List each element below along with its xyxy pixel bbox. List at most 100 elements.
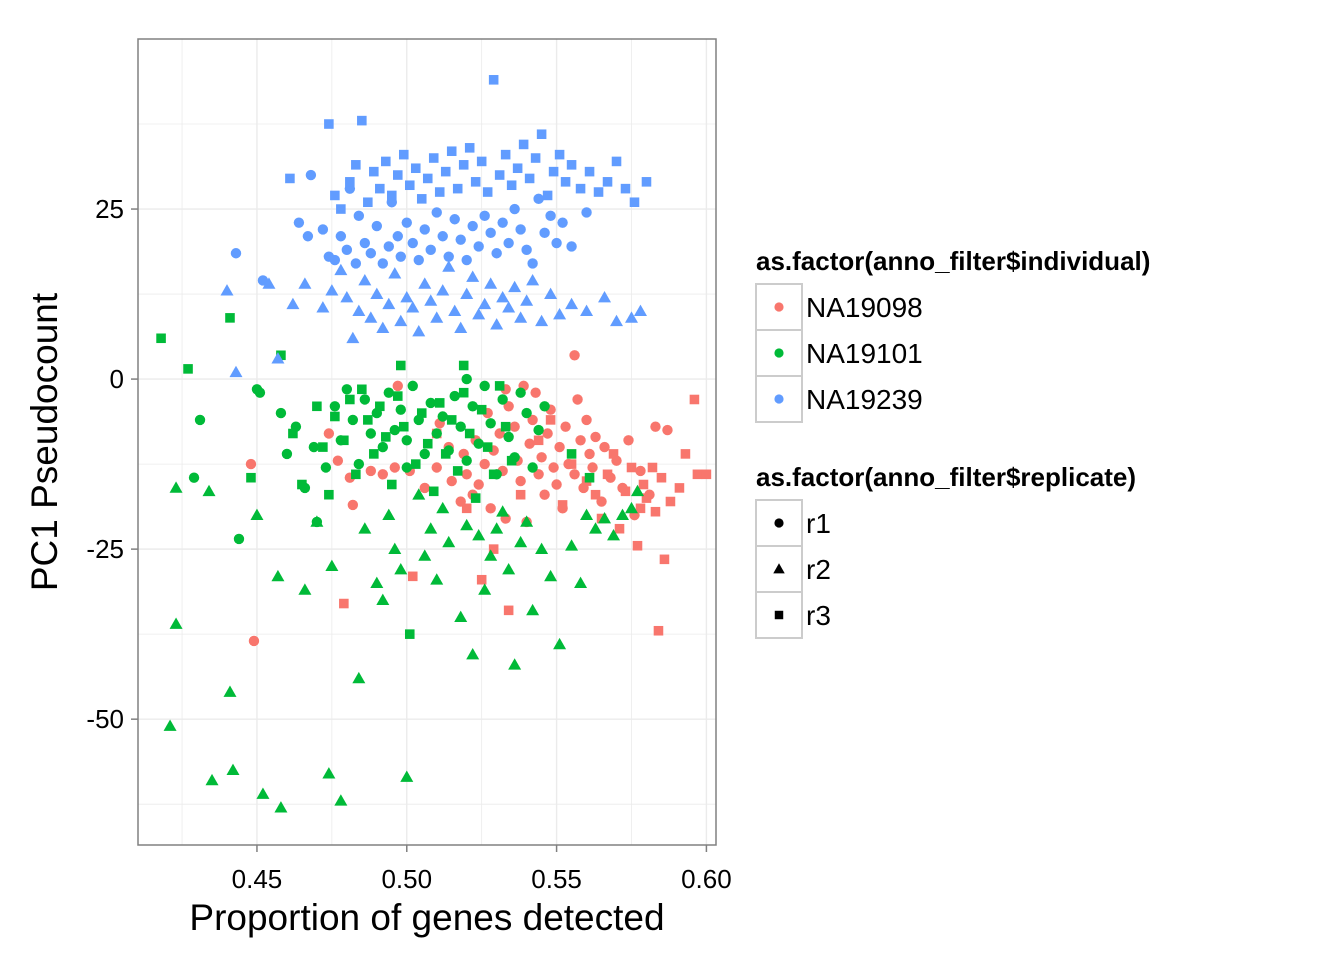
data-point-na19101-r2: [223, 685, 237, 697]
data-point-na19098-r3: [339, 598, 349, 609]
data-point-na19101-r1: [188, 472, 200, 483]
data-point-na19098-r1: [590, 431, 601, 443]
data-point-na19101-r3: [345, 394, 355, 405]
data-point-na19101-r1: [383, 387, 394, 398]
data-point-na19101-r3: [440, 449, 451, 459]
legend-key-circle: [774, 394, 784, 404]
data-point-na19101-r3: [288, 428, 298, 439]
data-point-na19239-r3: [351, 160, 361, 170]
data-point-na19098-r1: [635, 465, 646, 477]
data-point-na19101-r2: [169, 617, 183, 629]
data-point-na19239-r2: [502, 301, 516, 313]
data-point-na19239-r3: [345, 177, 355, 187]
data-point-na19239-r1: [479, 210, 490, 222]
data-point-na19101-r1: [467, 401, 478, 412]
data-point-na19239-r3: [476, 156, 487, 167]
data-point-na19239-r3: [536, 129, 547, 140]
data-points: [156, 75, 712, 813]
data-point-na19101-r1: [473, 438, 484, 449]
data-point-na19098-r3: [674, 483, 685, 493]
data-point-na19239-r1: [503, 237, 514, 249]
data-point-na19101-r3: [506, 455, 517, 466]
data-point-na19098-r1: [539, 489, 550, 500]
data-point-na19239-r1: [581, 207, 592, 218]
data-point-na19239-r1: [461, 254, 472, 266]
data-point-na19239-r1: [533, 193, 544, 205]
data-point-na19101-r3: [458, 387, 469, 398]
data-point-na19101-r3: [404, 629, 415, 639]
data-point-na19098-r1: [569, 469, 580, 480]
data-point-na19239-r3: [381, 156, 391, 167]
data-point-na19101-r2: [271, 569, 285, 582]
data-point-na19098-r1: [461, 469, 472, 480]
data-point-na19098-r3: [635, 503, 646, 514]
data-point-na19239-r1: [413, 254, 424, 266]
data-point-na19239-r2: [496, 290, 510, 303]
data-point-na19101-r2: [424, 522, 438, 534]
data-point-na19101-r1: [419, 448, 430, 460]
data-point-na19239-r2: [448, 304, 462, 316]
data-point-na19098-r1: [509, 421, 520, 432]
data-point-na19239-r3: [387, 190, 397, 201]
data-point-na19239-r1: [431, 207, 442, 218]
data-point-na19098-r1: [650, 421, 661, 432]
y-tick-label: 0: [110, 364, 124, 394]
data-point-na19101-r1: [281, 448, 293, 460]
legend-key-circle: [774, 348, 784, 358]
x-tick-label: 0.55: [531, 864, 582, 894]
data-point-na19239-r1: [371, 220, 383, 232]
data-point-na19239-r1: [353, 210, 365, 222]
data-point-na19101-r2: [274, 801, 288, 813]
data-point-na19239-r1: [449, 214, 460, 225]
data-point-na19239-r2: [325, 284, 339, 296]
data-point-na19101-r3: [416, 408, 427, 418]
data-point-na19101-r1: [365, 428, 377, 439]
data-point-na19098-r1: [542, 428, 553, 439]
data-point-na19098-r1: [377, 469, 389, 480]
data-point-na19239-r1: [341, 244, 353, 256]
data-point-na19239-r2: [406, 301, 420, 313]
data-point-na19239-r3: [611, 156, 622, 167]
y-tick-label: -50: [86, 704, 124, 734]
data-point-na19101-r3: [312, 401, 322, 412]
data-point-na19239-r3: [422, 173, 433, 184]
data-point-na19101-r1: [254, 387, 266, 398]
data-point-na19101-r2: [202, 484, 216, 497]
legend-key-square: [774, 610, 784, 620]
data-point-na19101-r2: [250, 508, 264, 520]
data-point-na19098-r3: [665, 496, 676, 507]
data-point-na19098-r3: [641, 493, 652, 503]
data-point-na19098-r3: [692, 469, 703, 480]
data-point-na19239-r2: [535, 314, 549, 327]
data-point-na19239-r3: [506, 180, 517, 191]
data-point-na19239-r2: [490, 318, 504, 330]
data-point-na19098-r1: [524, 438, 535, 449]
data-point-na19098-r3: [647, 462, 658, 473]
data-point-na19101-r2: [520, 515, 534, 527]
data-point-na19239-r2: [418, 277, 432, 289]
data-point-na19098-r3: [533, 435, 544, 446]
data-point-na19098-r1: [581, 414, 592, 426]
data-point-na19101-r1: [449, 390, 460, 402]
data-point-na19239-r3: [629, 197, 640, 208]
data-point-na19101-r2: [358, 522, 372, 534]
data-point-na19239-r2: [454, 321, 468, 333]
data-point-na19098-r3: [632, 540, 643, 551]
data-point-na19239-r1: [317, 224, 329, 235]
data-point-na19098-r1: [536, 452, 547, 463]
data-point-na19101-r1: [455, 421, 466, 432]
data-point-na19101-r1: [485, 418, 496, 429]
data-point-na19239-r3: [548, 166, 559, 177]
data-point-na19239-r1: [539, 227, 550, 239]
data-point-na19101-r1: [533, 424, 544, 436]
data-point-na19098-r1: [473, 479, 484, 490]
data-point-na19098-r1: [248, 635, 260, 647]
data-point-na19101-r1: [527, 462, 538, 473]
data-point-na19239-r2: [346, 331, 360, 344]
data-point-na19101-r3: [330, 411, 340, 422]
legend-title: as.factor(anno_filter$individual): [756, 246, 1150, 276]
data-point-na19239-r1: [455, 234, 466, 245]
data-point-na19239-r2: [625, 311, 639, 323]
data-point-na19101-r3: [318, 442, 328, 452]
data-point-na19239-r3: [620, 183, 631, 194]
